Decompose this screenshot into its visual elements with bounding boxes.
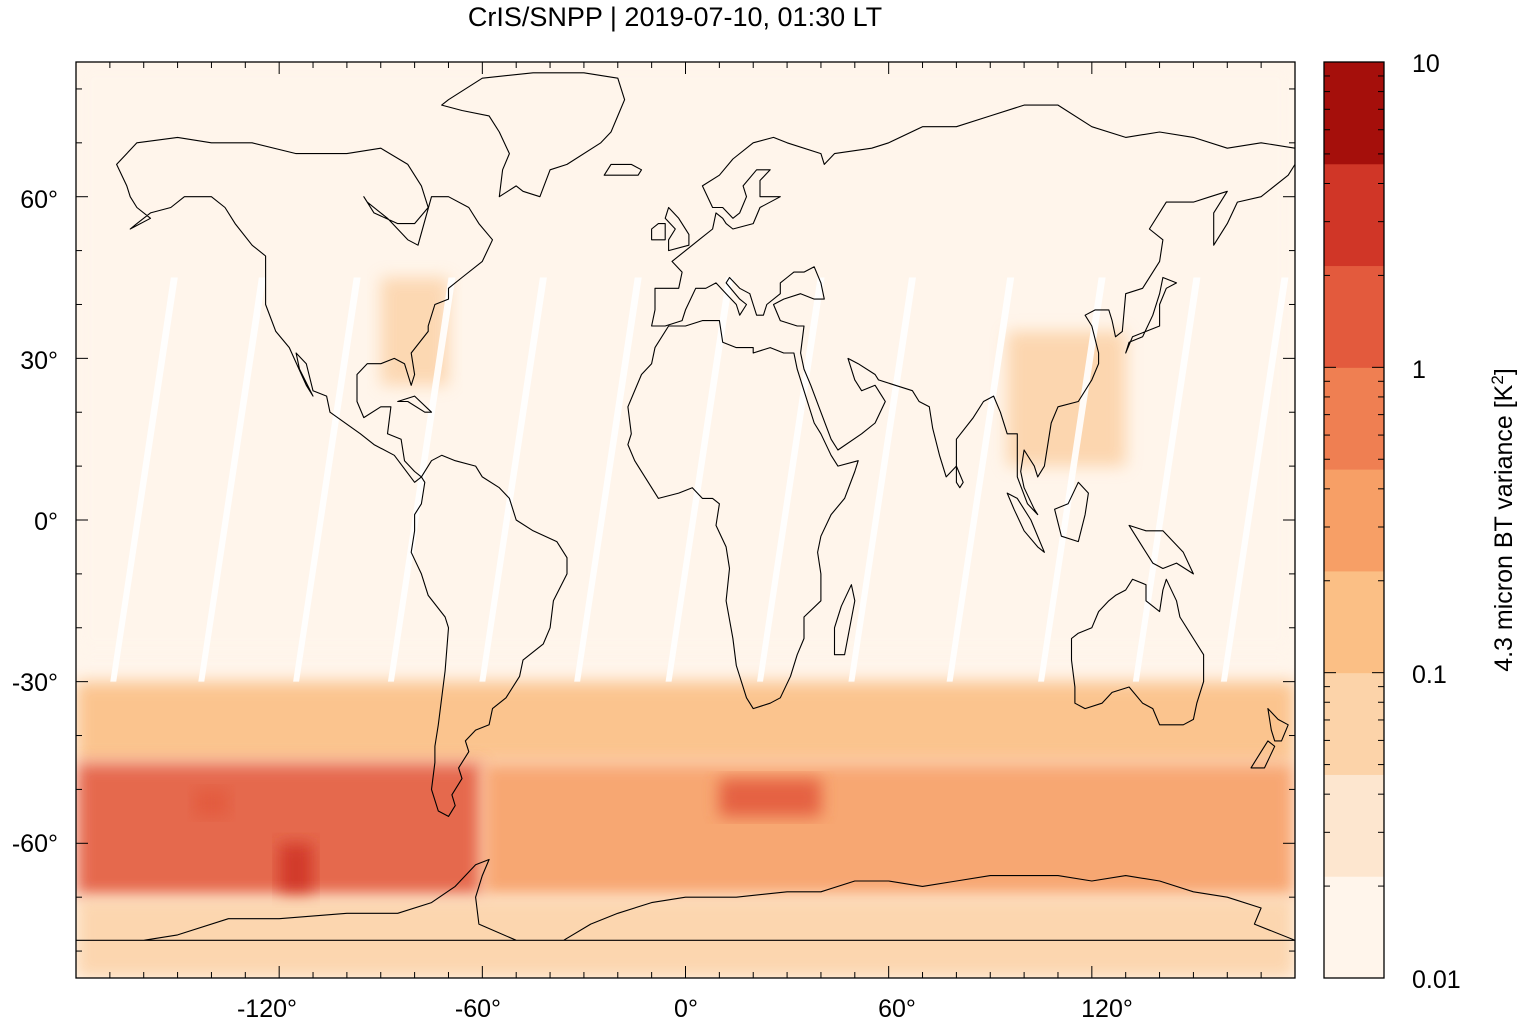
variance-region [1007,331,1126,467]
variance-region [719,778,821,817]
colorbar-ticks [1324,61,1384,979]
coastline [1006,492,1045,553]
coastline [1054,481,1089,543]
y-tick-label: 60° [20,186,58,214]
coastline [1267,708,1289,742]
x-tick-label: 60° [878,995,916,1020]
colorbar-tick-label: 10 [1412,50,1440,78]
colorbar-band [1324,774,1384,877]
coastline [116,136,494,483]
orbit-gap [946,277,1015,682]
x-tick-label: -120° [237,995,297,1020]
coastline [1070,578,1205,726]
colorbar-band [1324,469,1384,572]
variance-region [279,843,314,898]
coastline [664,206,690,252]
coastline [76,858,1295,941]
orbit-gap [479,277,547,682]
colorbar-tick-label: 0.1 [1412,661,1447,689]
x-axis-labels: -120° -60° 0° 60° 120° [237,995,1133,1020]
colorbar-band [1324,672,1384,775]
coastline [1128,524,1194,575]
coastline [1250,740,1276,769]
orbit-gap [574,277,642,682]
colorbar-band [1324,876,1384,979]
coastline [627,320,859,710]
orbit-gap [1038,277,1106,682]
orbit-gap [665,277,734,682]
orbit-gap [848,277,916,682]
orbit-gap [110,277,178,682]
variance-region [194,789,229,817]
variance-region [76,897,1295,978]
y-tick-label: -30° [12,669,58,697]
orbit-gap [387,277,456,682]
x-tick-label: -60° [455,995,501,1020]
axis-ticks [76,62,1295,978]
coastlines [76,72,1295,941]
map-title: CrIS/SNPP | 2019-07-10, 01:30 LT [467,2,883,32]
orbit-gap [198,277,266,682]
coastline [651,223,666,241]
colorbar: 10 1 0.1 0.01 4.3 micron BT variance [K2… [1323,50,1518,994]
coastline [651,104,1295,516]
orbit-gap [1132,277,1201,682]
colorbar-band [1324,163,1384,267]
coastline [833,584,856,656]
colorbar-band [1324,62,1384,165]
colorbar-band [1324,265,1384,368]
coastline [441,72,626,198]
coastline [955,465,964,489]
x-tick-label: 120° [1081,995,1133,1020]
y-tick-label: 0° [34,508,58,536]
colorbar-title: 4.3 micron BT variance [K2] [1488,368,1518,672]
colorbar-bands [1324,62,1384,979]
colorbar-band [1324,570,1384,674]
y-tick-label: -60° [12,830,58,858]
variance-field [76,62,1295,978]
variance-region [76,681,1295,763]
coastline [603,163,643,176]
orbit-gaps [110,277,1289,682]
orbit-gap [293,277,361,682]
colorbar-band [1324,367,1384,470]
colorbar-tick-label: 1 [1412,356,1426,384]
coastline [397,395,433,413]
orbit-gap [1220,277,1289,682]
variance-region [482,762,1295,898]
coastline [410,454,568,817]
x-tick-label: 0° [674,995,698,1020]
plot-area [75,61,1296,979]
coastline [1125,276,1178,354]
colorbar-frame [1323,61,1385,979]
colorbar-tick-label: 0.01 [1412,966,1461,994]
y-tick-label: 30° [20,347,58,375]
y-axis-labels: 60° 30° 0° -30° -60° [12,186,58,858]
